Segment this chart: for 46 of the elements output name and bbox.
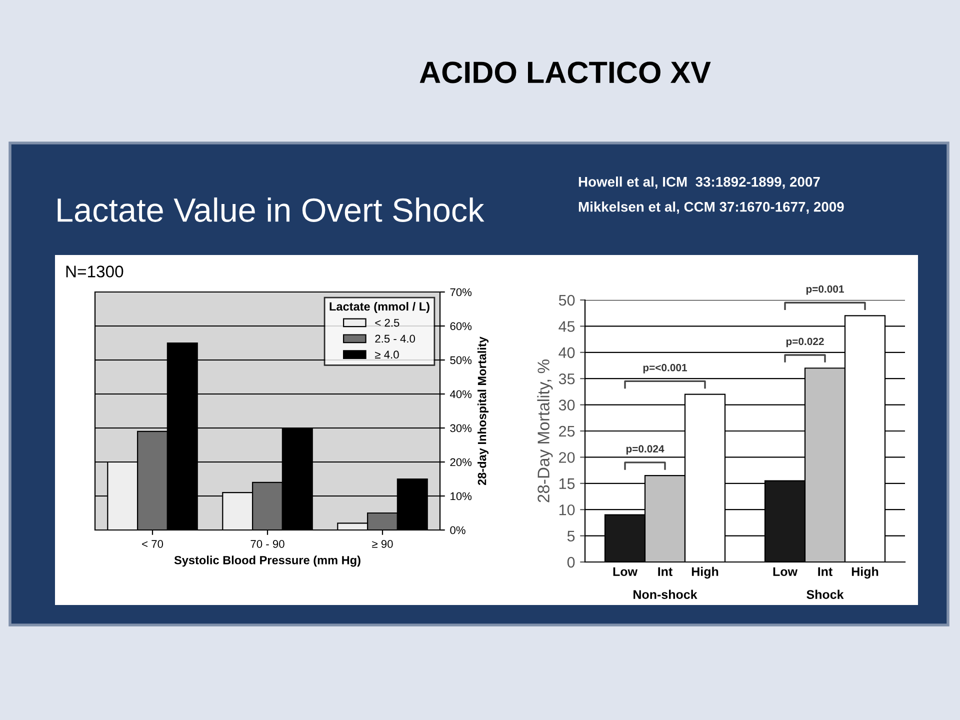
y-axis-title: 28-day Inhospital Mortality	[478, 336, 489, 486]
annotation: p=0.022	[786, 338, 824, 348]
y-tick-label: 35	[558, 373, 575, 384]
y-tick-label: 50	[558, 294, 575, 306]
x-tick-label: ≥ 90	[372, 540, 393, 548]
y-tick-label: 20%	[450, 458, 472, 466]
y-tick-label: 45	[558, 321, 575, 332]
text: Mikkelsen et al, CCM 37:1670-1677, 2009	[578, 202, 844, 214]
text: Low	[773, 567, 798, 576]
text: High	[852, 566, 878, 579]
y-tick-label: 5	[567, 530, 575, 542]
text: N=1300	[66, 266, 124, 278]
legend-label: 2.5 - 4.0	[375, 334, 415, 343]
y-tick-label: 30%	[450, 424, 472, 432]
y-tick-label: 0%	[450, 526, 466, 534]
y-tick-label: 40	[558, 347, 575, 358]
text: Howell et al, ICM 33:1892-1899, 2007	[578, 176, 820, 189]
y-tick-label: 15	[559, 478, 575, 490]
y-tick-label: 0	[567, 556, 575, 568]
y-tick-label: 20	[559, 452, 575, 463]
series-label: Low	[613, 567, 638, 576]
chart-subtitle: Lactate Value in Overt Shock	[58, 197, 484, 222]
y-tick-label: 10%	[450, 492, 472, 500]
legend-title: Lactate (mmol / L)	[330, 302, 430, 314]
annotation: p=0.024	[626, 445, 664, 455]
x-tick-label: Shock	[806, 590, 844, 599]
y-tick-label: 10	[559, 504, 575, 516]
x-axis-title: Systolic Blood Pressure (mm Hg)	[174, 556, 360, 567]
x-tick-label: 70 - 90	[250, 540, 284, 548]
x-tick-label: Non-shock	[634, 590, 698, 599]
y-tick-label: 60%	[450, 322, 472, 330]
y-tick-label: 70%	[450, 288, 472, 296]
annotation: p=<0.001	[643, 364, 688, 374]
y-tick-label: 25	[559, 426, 575, 437]
series-label: High	[692, 566, 718, 579]
text: ACIDO LACTICO XV	[420, 62, 711, 84]
text: Int	[818, 567, 832, 576]
y-axis-title: 28-Day Mortality, %	[537, 360, 553, 502]
x-tick-label: < 70	[142, 540, 164, 548]
legend-label: ≥ 4.0	[375, 350, 399, 359]
y-tick-label: 30	[558, 400, 575, 410]
legend-label: < 2.5	[375, 318, 400, 327]
series-label: Int	[658, 567, 672, 576]
y-tick-label: 50%	[450, 356, 472, 364]
text: p=0.001	[806, 285, 844, 295]
y-tick-label: 40%	[450, 390, 472, 398]
